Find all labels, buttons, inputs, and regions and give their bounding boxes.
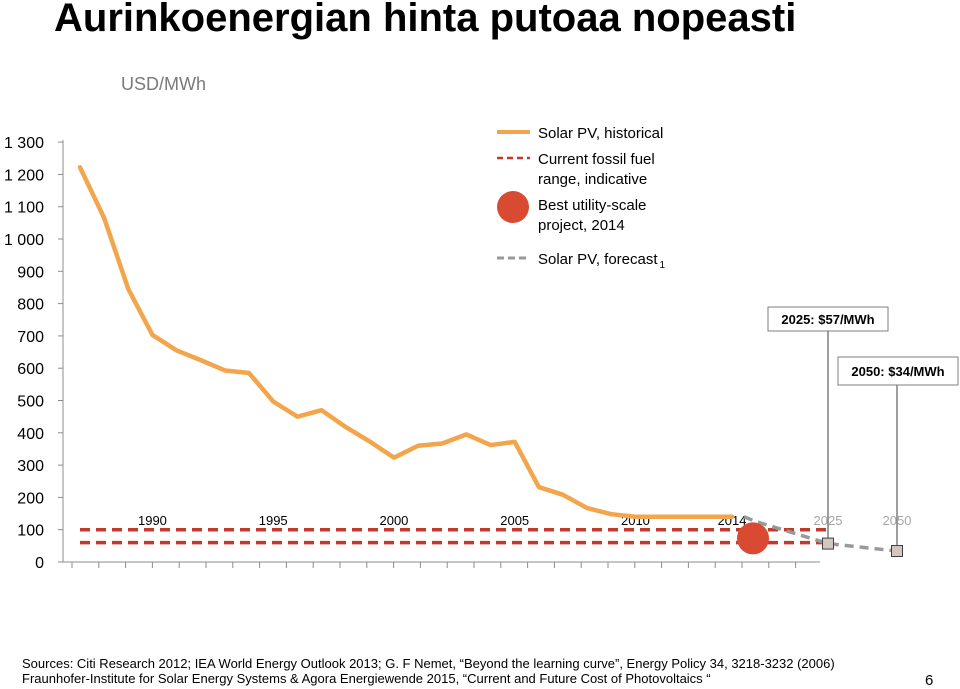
legend-best-project-label: Best utility-scale	[538, 197, 646, 214]
year-label-2000: 2000	[379, 513, 408, 528]
y-tick-label: 300	[17, 458, 44, 475]
year-label-1995: 1995	[259, 513, 288, 528]
y-tick-label: 800	[17, 297, 44, 314]
legend-forecast-label: Solar PV, forecast 1	[538, 251, 666, 271]
page-number: 6	[925, 672, 934, 689]
best-project-marker	[737, 522, 769, 555]
y-tick-label: 500	[17, 394, 44, 411]
y-tick-label: 1 300	[4, 135, 44, 152]
legend-best-project-swatch	[497, 191, 529, 223]
y-tick-label: 0	[35, 555, 44, 572]
sources-line-2: Fraunhofer-Institute for Solar Energy Sy…	[22, 671, 711, 686]
y-tick-label: 1 000	[4, 232, 44, 249]
forecast-marker-2050	[891, 545, 903, 558]
sources-line-1: Sources: Citi Research 2012; IEA World E…	[22, 656, 835, 671]
slide-title: Aurinkoenergian hinta putoaa nopeasti	[54, 0, 797, 40]
solar-pv-historical-line	[77, 165, 735, 520]
y-tick-label: 600	[17, 361, 44, 378]
y-tick-label: 900	[17, 264, 44, 281]
unit-label: USD/MWh	[121, 74, 206, 94]
legend-best-project-label: project, 2014	[538, 217, 625, 234]
legend-historical-label: Solar PV, historical	[538, 125, 663, 142]
annotation-box	[767, 306, 889, 332]
forecast-marker-2025	[822, 537, 834, 550]
year-label-2005: 2005	[500, 513, 529, 528]
y-tick-label: 400	[17, 426, 44, 443]
legend-fossil-label: Current fossil fuel	[538, 151, 655, 168]
annotation-label-2025: 2025: $57/MWh	[781, 312, 874, 327]
annotation-label-2050: 2050: $34/MWh	[851, 364, 944, 379]
y-tick-label: 1 100	[4, 200, 44, 217]
y-tick-label: 1 200	[4, 167, 44, 184]
y-tick-label: 200	[17, 490, 44, 507]
y-tick-label: 100	[17, 523, 44, 540]
solar-pv-forecast-line	[743, 515, 898, 553]
y-tick-label: 700	[17, 329, 44, 346]
year-label-1990: 1990	[138, 513, 167, 528]
annotation-box	[837, 356, 959, 386]
legend: Solar PV, historical Current fossil fuel r…	[497, 125, 666, 271]
legend-fossil-label: range, indicative	[538, 171, 647, 188]
